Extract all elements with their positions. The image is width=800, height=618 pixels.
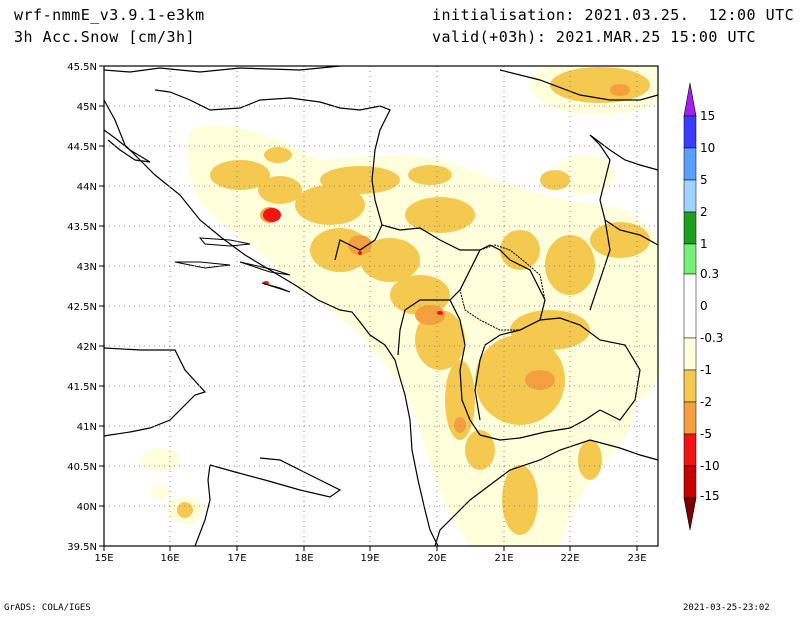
footer-timestamp: 2021-03-25-23:02	[683, 603, 770, 613]
lat-label: 41N	[77, 422, 97, 433]
lat-label: 40.5N	[67, 462, 97, 473]
lat-label: 39.5N	[67, 542, 97, 553]
legend-swatch	[683, 401, 697, 435]
legend-label: 10	[700, 141, 715, 155]
legend-label: 0.3	[700, 267, 719, 281]
legend-label: -0.3	[700, 331, 723, 345]
init-time: initialisation: 2021.03.25. 12:00 UTC	[432, 6, 795, 24]
legend-swatch	[683, 369, 697, 403]
legend-swatch	[683, 211, 697, 245]
coastline	[103, 99, 439, 547]
legend-label: 0	[700, 299, 708, 313]
istria-coastline	[103, 129, 151, 163]
lon-label: 22E	[560, 553, 579, 564]
legend-swatch	[683, 243, 697, 275]
lat-label: 44.5N	[67, 142, 97, 153]
lon-label: 16E	[160, 553, 179, 564]
lat-label: 42.5N	[67, 302, 97, 313]
legend-swatch	[683, 179, 697, 213]
legend-label: 2	[700, 205, 708, 219]
footer-credit: GrADS: COLA/IGES	[4, 603, 91, 613]
legend-label: 5	[700, 173, 708, 187]
legend-label: -2	[700, 395, 712, 409]
color-legend	[683, 82, 697, 531]
lat-label: 42N	[77, 342, 97, 353]
calabria-coastline	[194, 464, 211, 547]
legend-swatch	[683, 147, 697, 181]
legend-swatch	[683, 465, 697, 499]
tick-marks	[99, 65, 638, 551]
lat-label: 41.5N	[67, 382, 97, 393]
lon-label: 17E	[227, 553, 246, 564]
legend-label: -5	[700, 427, 712, 441]
italy-south-coastline	[209, 457, 342, 498]
lat-label: 45N	[77, 102, 97, 113]
lon-label: 18E	[294, 553, 313, 564]
lon-label: 23E	[627, 553, 646, 564]
lat-label: 43.5N	[67, 222, 97, 233]
lat-label: 40N	[77, 502, 97, 513]
legend-bottom-arrow	[683, 497, 697, 531]
legend-label: -1	[700, 363, 712, 377]
lon-label: 19E	[360, 553, 379, 564]
lon-label: 15E	[94, 553, 113, 564]
legend-swatch	[683, 115, 697, 149]
grid	[104, 66, 658, 546]
legend-swatch	[683, 273, 697, 339]
model-title: wrf-nmmE_v3.9.1-e3km	[14, 6, 205, 24]
snow-fields	[140, 66, 658, 546]
field-title: 3h Acc.Snow [cm/3h]	[14, 28, 196, 46]
legend-swatch	[683, 433, 697, 467]
legend-top-arrow	[683, 82, 697, 117]
lat-label: 43N	[77, 262, 97, 273]
legend-label: -10	[700, 459, 720, 473]
greece-coastline	[434, 439, 659, 547]
legend-swatch	[683, 337, 697, 371]
lon-label: 21E	[494, 553, 513, 564]
kosovo-border	[459, 244, 546, 331]
legend-label: 15	[700, 109, 715, 123]
lat-label: 45.5N	[67, 62, 97, 73]
italy-coastline	[103, 347, 207, 437]
valid-time: valid(+03h): 2021.MAR.25 15:00 UTC	[432, 28, 757, 46]
legend-label: 1	[700, 237, 708, 251]
lon-label: 20E	[427, 553, 446, 564]
lat-label: 44N	[77, 182, 97, 193]
legend-label: -15	[700, 489, 720, 503]
